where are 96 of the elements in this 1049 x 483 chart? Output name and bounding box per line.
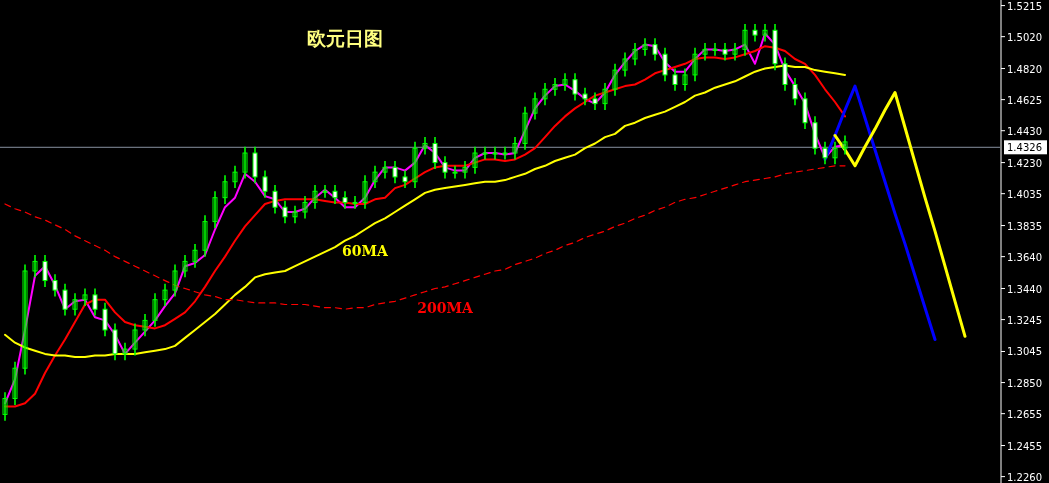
candlestick (552, 77, 558, 97)
candlestick (222, 174, 228, 205)
ytick: 1.2850 (1007, 377, 1042, 389)
candlestick (412, 141, 418, 189)
ytick: 1.4430 (1007, 125, 1042, 137)
candlestick (2, 391, 8, 422)
candlestick (282, 200, 288, 224)
candlestick (82, 287, 88, 307)
candlestick (782, 56, 788, 92)
candlestick (642, 37, 648, 57)
candlestick (822, 141, 828, 165)
candlestick (162, 282, 168, 307)
candlestick (352, 195, 358, 210)
candlestick (322, 184, 328, 199)
ytick: 1.4035 (1007, 188, 1042, 200)
ytick: 1.3640 (1007, 251, 1042, 263)
candlestick (452, 164, 458, 180)
candlestick (522, 106, 528, 151)
candlestick (442, 155, 448, 180)
candlestick (792, 77, 798, 107)
candlestick (572, 72, 578, 102)
title: 欧元日图 (307, 27, 383, 49)
candlestick (702, 42, 708, 62)
candlestick (512, 136, 518, 161)
candlestick (172, 263, 178, 298)
candlestick (262, 169, 268, 199)
candlestick (732, 42, 738, 62)
candlestick (92, 287, 98, 317)
candlestick (362, 174, 368, 210)
candlestick (12, 361, 18, 406)
candlestick (612, 62, 618, 97)
candlestick (692, 47, 698, 83)
candlestick (672, 67, 678, 92)
candlestick (242, 145, 248, 180)
candlestick (842, 134, 848, 156)
candlestick (832, 141, 838, 165)
candlestick (252, 145, 258, 185)
candlestick (72, 292, 78, 317)
candlestick (562, 72, 568, 92)
candlestick (462, 160, 468, 180)
candlestick (392, 160, 398, 185)
candlestick (622, 51, 628, 78)
candlestick (202, 214, 208, 258)
candlestick (122, 341, 128, 362)
series-label: 200MA (417, 299, 473, 316)
candlestick (532, 91, 538, 121)
candlestick (432, 136, 438, 170)
candlestick (602, 82, 608, 111)
candlestick (62, 282, 68, 317)
candlestick (152, 292, 158, 328)
candlestick (472, 145, 478, 175)
candlestick (762, 23, 768, 43)
ytick: 1.3245 (1007, 314, 1042, 326)
ytick: 1.4820 (1007, 63, 1042, 75)
candlestick (132, 322, 138, 357)
ytick: 1.5020 (1007, 31, 1042, 43)
candlestick (372, 164, 378, 189)
candlestick (502, 145, 508, 161)
candlestick (302, 195, 308, 220)
ytick: 1.3440 (1007, 283, 1042, 295)
candlestick (292, 204, 298, 224)
candlestick (482, 145, 488, 161)
candlestick (802, 91, 808, 130)
ytick: 1.4230 (1007, 157, 1042, 169)
candlestick (52, 273, 58, 298)
candlestick (542, 82, 548, 107)
candlestick (42, 254, 48, 288)
ytick: 1.5215 (1007, 0, 1042, 12)
ytick: 1.2260 (1007, 471, 1042, 483)
candlestick (682, 67, 688, 92)
ytick: 1.4625 (1007, 94, 1042, 106)
candlestick (102, 302, 108, 338)
ytick: 1.3045 (1007, 346, 1042, 358)
candlestick (712, 42, 718, 57)
candlestick (112, 322, 118, 362)
candlestick (662, 47, 668, 83)
candlestick (382, 160, 388, 180)
candlestick (142, 313, 148, 338)
candlestick (492, 145, 498, 161)
ytick: 1.2655 (1007, 408, 1042, 420)
candlestick (632, 42, 638, 67)
candlestick (742, 23, 748, 57)
candlestick (422, 136, 428, 156)
candlestick (652, 37, 658, 62)
candlestick (312, 184, 318, 210)
candlestick (32, 254, 38, 279)
candlestick (232, 164, 238, 189)
candlestick (332, 184, 338, 205)
candlestick (192, 243, 198, 269)
candlestick (182, 254, 188, 279)
candlestick (272, 184, 278, 215)
ref-label: 1.4326 (1007, 142, 1042, 154)
series-label: 60MA (342, 242, 388, 259)
ytick: 1.2455 (1007, 440, 1042, 452)
ytick: 1.3835 (1007, 220, 1042, 232)
candlestick (212, 190, 218, 229)
